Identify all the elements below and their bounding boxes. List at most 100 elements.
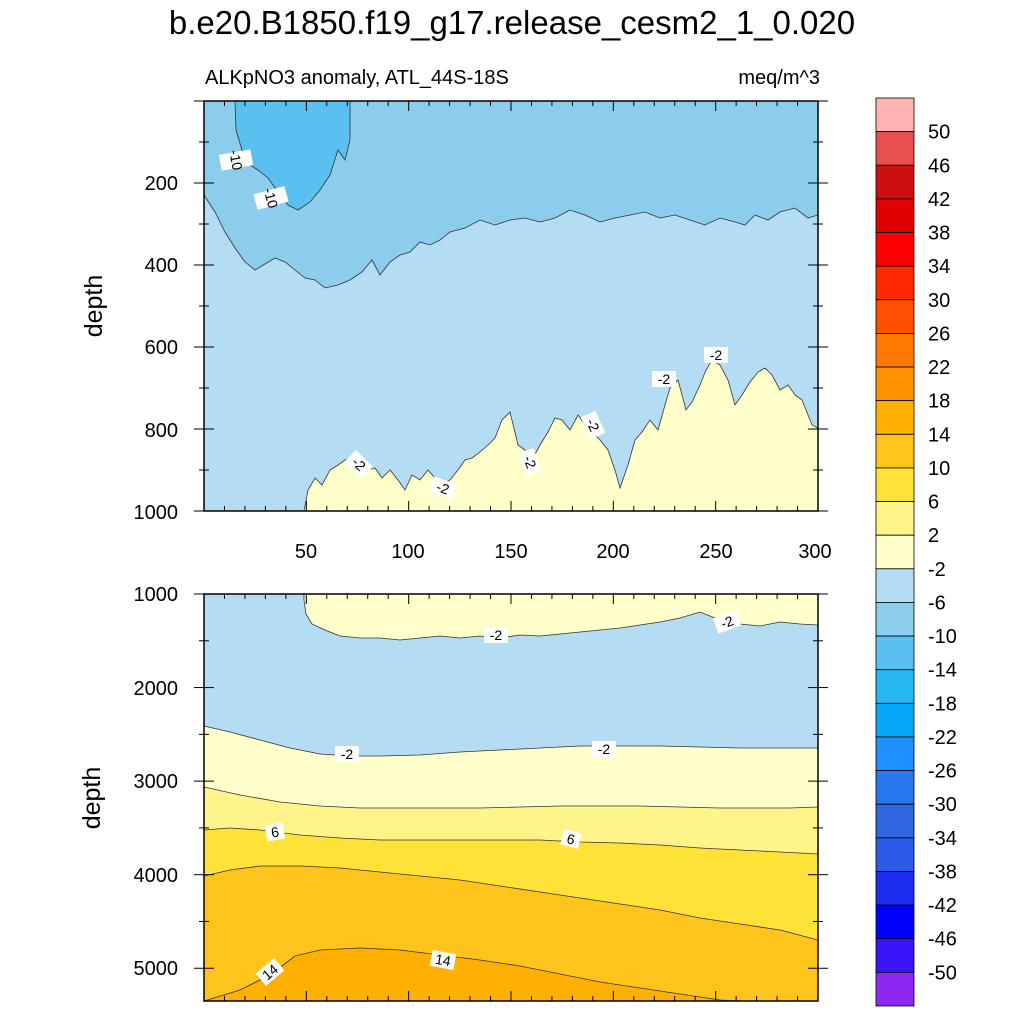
colorbar-label: 22 [928, 357, 950, 379]
colorbar-swatch [875, 803, 915, 839]
colorbar-swatch [875, 635, 915, 671]
colorbar-label: 46 [928, 155, 950, 177]
lower-ytick-1000: 1000 [134, 584, 179, 606]
colorbar-swatch [875, 232, 915, 267]
lower-y-axis-label: depth [78, 767, 106, 830]
colorbar-label: -2 [928, 559, 946, 581]
colorbar-swatch [875, 602, 915, 637]
contour-label-l3: -2 [598, 741, 611, 757]
colorbar-swatch [875, 333, 915, 368]
upper-x-tick-labels: 50 100 150 200 250 300 [295, 541, 832, 563]
contour-label-u7: -2 [710, 347, 723, 363]
colorbar: 50 46 42 38 34 30 26 22 18 14 10 6 2 -2 -6 -10 -14 -18 -22… [875, 97, 957, 1007]
colorbar-swatch [875, 534, 915, 570]
colorbar-swatch [875, 400, 915, 435]
colorbar-label: -6 [928, 592, 946, 614]
chart-subtitle-left: ALKpNO3 anomaly, ATL_44S-18S [205, 67, 509, 89]
colorbar-label: -30 [928, 794, 957, 816]
colorbar-label: 26 [928, 323, 950, 345]
colorbar-swatch [875, 467, 915, 502]
lower-ytick-4000: 4000 [134, 865, 179, 887]
xtick-150: 150 [494, 541, 527, 563]
contour-label-l5: 6 [565, 830, 577, 848]
colorbar-swatch [875, 669, 915, 704]
colorbar-label: 38 [928, 223, 950, 245]
colorbar-label: 14 [928, 424, 950, 446]
contour-label-u6: -2 [658, 371, 671, 387]
colorbar-swatch [875, 904, 915, 940]
lower-ytick-2000: 2000 [134, 678, 179, 700]
lower-axis-ticks [194, 593, 828, 1001]
lower-region-minus2-upper [303, 594, 818, 641]
colorbar-swatch [875, 131, 915, 166]
upper-panel: -10 -10 -2 -2 -2 -2 -2 -2 200 400 600 80… [80, 100, 832, 563]
chart-title: b.e20.B1850.f19_g17.release_cesm2_1_0.02… [169, 4, 855, 41]
upper-ytick-400: 400 [145, 255, 178, 277]
upper-ytick-1000: 1000 [134, 502, 179, 524]
colorbar-swatch [875, 736, 915, 771]
xtick-200: 200 [596, 541, 629, 563]
colorbar-label: 6 [928, 492, 939, 514]
colorbar-label: 50 [928, 122, 950, 144]
colorbar-swatch [875, 568, 915, 603]
upper-ytick-600: 600 [145, 337, 178, 359]
colorbar-swatch [875, 871, 915, 906]
lower-contour-labels: -2 -2 -2 -2 6 6 14 14 [255, 610, 742, 986]
lower-ytick-3000: 3000 [134, 771, 179, 793]
colorbar-label: -18 [928, 693, 957, 715]
contour-label-u0: -10 [226, 149, 245, 172]
contour-label-u1: -10 [261, 186, 282, 210]
lower-y-tick-labels: 1000 2000 3000 4000 5000 [134, 584, 179, 980]
colorbar-label: -42 [928, 895, 957, 917]
colorbar-label: 34 [928, 256, 950, 278]
xtick-50: 50 [295, 541, 317, 563]
colorbar-swatch [875, 299, 915, 334]
colorbar-swatch [875, 164, 915, 200]
colorbar-label: 30 [928, 290, 950, 312]
upper-contour-labels: -10 -10 -2 -2 -2 -2 -2 -2 [218, 149, 728, 500]
lower-panel: -2 -2 -2 -2 6 6 14 14 1000 2000 3000 400… [78, 584, 828, 1002]
colorbar-label: -10 [928, 626, 957, 648]
colorbar-swatch [875, 501, 915, 536]
colorbar-label: -14 [928, 660, 957, 682]
xtick-250: 250 [699, 541, 732, 563]
contour-label-l7: 14 [434, 951, 452, 969]
lower-region-14 [204, 947, 741, 1001]
lower-ytick-5000: 5000 [134, 958, 179, 980]
chart-units: meq/m^3 [738, 67, 820, 89]
contour-label-u4: -2 [520, 453, 539, 470]
colorbar-swatch [875, 433, 915, 469]
upper-region-minus10 [204, 101, 818, 289]
colorbar-swatch [875, 702, 915, 738]
upper-ytick-800: 800 [145, 420, 178, 442]
colorbar-label: 18 [928, 391, 950, 413]
colorbar-label: 42 [928, 189, 950, 211]
contour-label-l2: -2 [341, 746, 354, 762]
colorbar-swatch [875, 366, 915, 402]
upper-y-axis-label: depth [80, 275, 108, 338]
colorbar-label: 10 [928, 458, 950, 480]
upper-ytick-200: 200 [145, 173, 178, 195]
colorbar-swatch [875, 938, 915, 973]
colorbar-label: -46 [928, 929, 957, 951]
upper-region-minus2 [303, 359, 818, 511]
colorbar-swatch [875, 198, 915, 233]
contour-label-u3: -2 [434, 478, 451, 497]
contour-label-l4: 6 [270, 823, 281, 840]
colorbar-label: -50 [928, 962, 957, 984]
contour-label-l0: -2 [490, 627, 503, 643]
colorbar-swatch [875, 265, 915, 301]
colorbar-swatch [875, 97, 915, 133]
xtick-300: 300 [798, 541, 831, 563]
colorbar-label: 2 [928, 525, 939, 547]
upper-axis-ticks [194, 100, 828, 512]
colorbar-swatch [875, 770, 915, 805]
colorbar-label: -34 [928, 828, 957, 850]
colorbar-label: -22 [928, 727, 957, 749]
colorbar-swatch [875, 971, 915, 1007]
upper-y-tick-labels: 200 400 600 800 1000 [134, 173, 179, 524]
colorbar-swatch [875, 837, 915, 872]
colorbar-label: -26 [928, 761, 957, 783]
contour-label-l1: -2 [718, 612, 735, 631]
